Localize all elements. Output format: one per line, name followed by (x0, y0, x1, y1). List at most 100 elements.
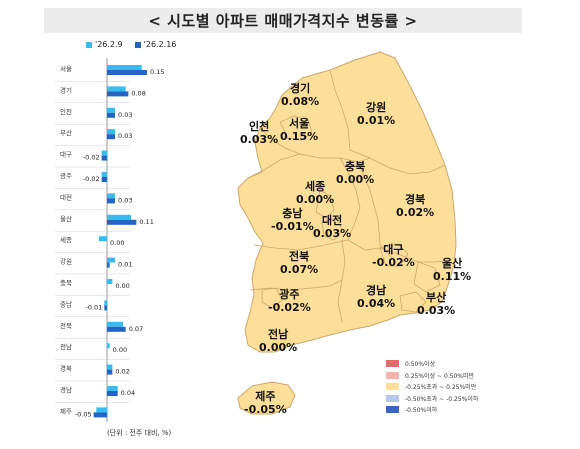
map-legend: 0.50%이상 0.25%이상 ~ 0.50%미만 -0.25%초과 ~ 0.2… (386, 358, 478, 416)
bar-prev (96, 407, 107, 413)
map-legend-row: -0.25%초과 ~ 0.25%미만 (386, 381, 478, 393)
bar-prev (107, 214, 132, 220)
map-label-jeonnam: 전남 0.00% (259, 328, 297, 354)
data-label: 0.04 (121, 389, 135, 397)
map-label-incheon: 인천 0.03% (240, 120, 278, 146)
region-value: 0.03% (313, 227, 352, 240)
region-name: 울산 (441, 257, 463, 270)
map-label-gwangju: 광주 -0.02% (268, 288, 311, 314)
region-value: 0.11% (433, 270, 472, 283)
map-label-jeonbuk: 전북 0.07% (280, 250, 318, 276)
data-label: 0.07 (129, 325, 143, 333)
map-label-seoul: 서울 0.15% (280, 117, 318, 143)
region-value: -0.01% (271, 220, 314, 233)
boundary-gyeongbuk-south (347, 239, 453, 263)
data-label: 0.03 (118, 196, 132, 204)
bar-curr (101, 155, 107, 161)
bar-prev (101, 172, 107, 177)
unit-note: (단위 : 전주 대비, %) (107, 429, 172, 437)
region-value: 0.15% (280, 130, 319, 143)
region-name: 전북 (288, 250, 310, 263)
map-legend-label: 0.50%이상 (405, 361, 436, 369)
data-label: 0.08 (131, 89, 145, 97)
region-value: 0.00% (296, 193, 335, 206)
category-label: 부산 (60, 128, 72, 137)
legend-swatch-prev (86, 41, 92, 48)
bar-curr (107, 70, 148, 75)
bar-prev (107, 129, 116, 135)
region-name: 경기 (289, 82, 311, 95)
boundary-jeonbuk-south (249, 279, 343, 291)
data-label: 0.00 (113, 346, 127, 354)
region-value: 0.03% (417, 304, 456, 317)
bar-curr (93, 412, 107, 418)
legend-swatch-curr (134, 41, 141, 48)
category-label: 충남 (60, 299, 72, 308)
map-label-gyeonggi: 경기 0.08% (281, 82, 319, 108)
region-value: 0.00% (259, 341, 298, 354)
data-label: 0.03 (118, 132, 132, 140)
legend-item-prev: '26.2.9 (86, 40, 123, 49)
bar-prev (104, 300, 107, 306)
region-name: 제주 (255, 390, 276, 403)
region-name: 대구 (383, 243, 404, 256)
region-name: 서울 (288, 117, 310, 130)
category-label: 광주 (60, 172, 72, 180)
bar-curr (101, 177, 107, 182)
region-name: 광주 (279, 288, 300, 301)
category-label: 대전 (60, 192, 72, 201)
bar-prev (107, 257, 116, 263)
boundary-daegu (379, 243, 409, 267)
data-label: -0.05 (75, 410, 92, 418)
bar-curr (107, 134, 116, 140)
region-name: 충북 (344, 160, 366, 173)
region-value: 0.04% (357, 297, 396, 310)
category-label: 대구 (60, 151, 72, 159)
region-name: 충남 (282, 207, 303, 220)
category-label: 서울 (60, 64, 72, 73)
bar-curr (107, 91, 129, 97)
bar-prev (107, 343, 110, 349)
legend-label-prev: '26.2.9 (95, 40, 123, 49)
region-value: 0.07% (280, 263, 319, 276)
category-label: 전남 (60, 342, 72, 351)
data-label: 0.02 (115, 368, 129, 376)
bar-prev (101, 150, 107, 156)
data-label: -0.02 (83, 175, 100, 183)
bar-curr (104, 305, 107, 311)
map-label-chungnam: 충남 -0.01% (271, 207, 314, 233)
map-legend-label: -0.50%이하 (405, 407, 438, 415)
map-label-daegu: 대구 -0.02% (372, 243, 415, 269)
boundary-busan (399, 291, 427, 313)
boundary-gwangju (261, 287, 283, 309)
data-label: 0.01 (118, 261, 132, 269)
bar-legend: '26.2.9 '26.2.16 (86, 40, 176, 49)
map-label-gyeongbuk: 경북 0.02% (396, 193, 434, 219)
bar-prev (107, 321, 124, 327)
region-value: -0.02% (372, 256, 415, 269)
boundary-chungnam (247, 153, 301, 179)
region-name: 부산 (425, 291, 447, 304)
map-label-daejeon: 대전 0.03% (313, 214, 351, 240)
map-mainland (237, 51, 457, 353)
map-legend-label: -0.50%초과 ~ -0.25%이하 (405, 395, 479, 403)
region-name: 경북 (404, 193, 426, 206)
map-legend-label: -0.25%초과 ~ 0.25%미만 (405, 384, 477, 392)
map-legend-row: -0.50%이하 (386, 404, 478, 416)
data-label: 0.15 (150, 68, 164, 76)
bar-curr (107, 326, 126, 332)
category-label: 충북 (60, 278, 72, 287)
region-name: 대전 (321, 214, 343, 227)
data-label: 0.00 (115, 282, 129, 290)
map-legend-row: 0.25%이상 ~ 0.50%미만 (386, 370, 478, 382)
category-label: 인천 (60, 107, 72, 116)
boundary-gyeonggi-gangwon (329, 69, 351, 151)
region-value: 0.01% (357, 114, 396, 127)
map-label-gangwon: 강원 0.01% (357, 101, 395, 127)
region-name: 인천 (248, 120, 270, 133)
boundary-jeonbuk-north (253, 239, 349, 251)
map-legend-swatch (386, 383, 399, 391)
boundary-daejeon (321, 217, 343, 241)
category-label: 경남 (60, 385, 72, 394)
map-legend-swatch (386, 394, 399, 402)
